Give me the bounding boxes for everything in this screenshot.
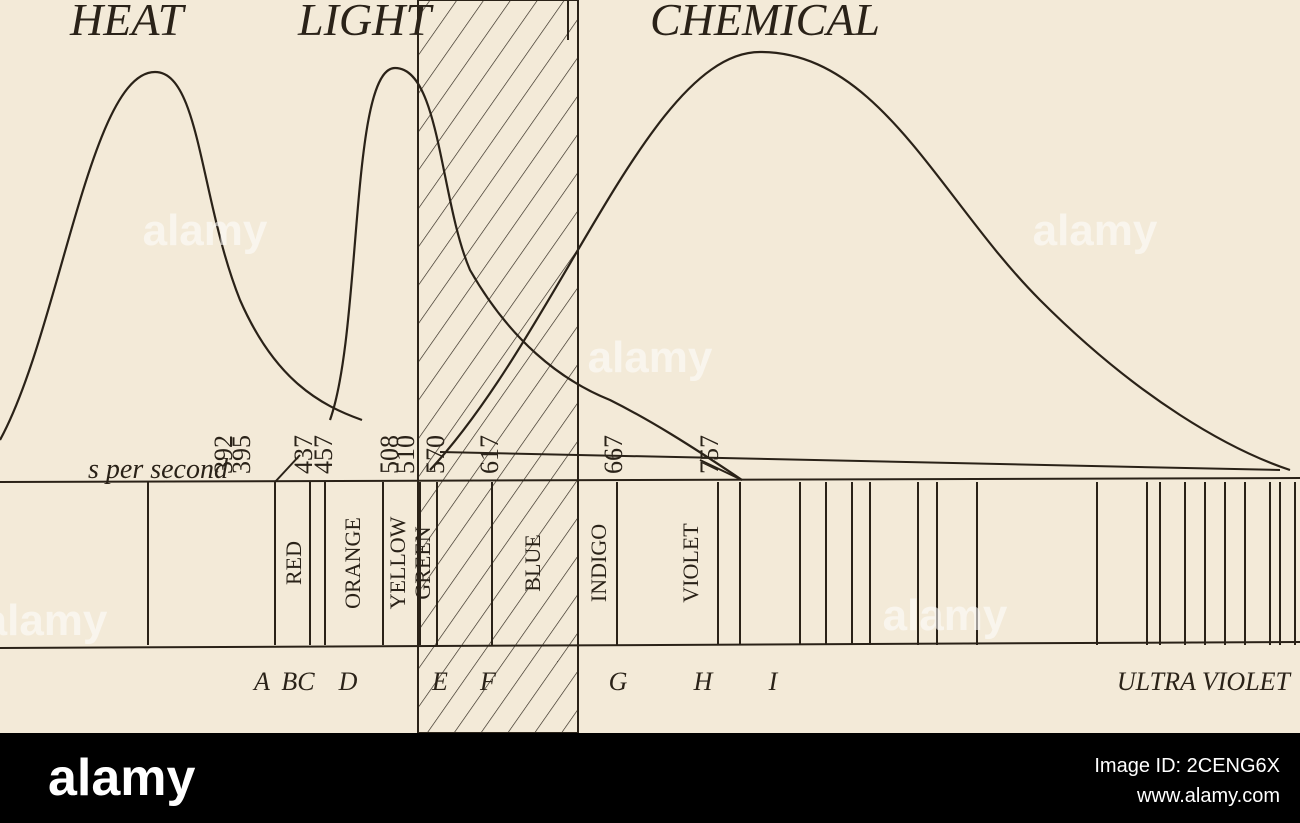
line-letter: BC <box>281 667 315 696</box>
frequency-label: 437 <box>289 435 318 474</box>
line-letter: E <box>431 667 448 696</box>
footer-url: www.alamy.com <box>1136 785 1280 807</box>
band-label: BLUE <box>520 534 545 591</box>
frequency-label: 667 <box>599 435 628 474</box>
guide-line <box>439 451 1281 471</box>
frequency-label: 570 <box>421 435 450 474</box>
heat-title: HEAT <box>69 0 187 45</box>
ultraviolet-label: ULTRA VIOLET <box>1117 667 1292 696</box>
line-letter: D <box>338 667 358 696</box>
band-label: GREEN <box>410 526 435 599</box>
frequency-label: 457 <box>309 435 338 474</box>
frequency-label: 757 <box>695 435 724 474</box>
pointer <box>274 454 301 483</box>
frequency-label: 395 <box>227 435 256 474</box>
axis-label: s per second <box>88 454 229 485</box>
band-label: VIOLET <box>678 523 703 603</box>
chemical-title: CHEMICAL <box>650 0 880 45</box>
band-label: RED <box>281 541 306 585</box>
frequency-label: 392 <box>209 435 238 474</box>
strip-bottom <box>0 641 1300 649</box>
frequency-label: 508 <box>375 435 404 474</box>
watermark: alamy <box>883 591 1008 640</box>
watermark: alamy <box>1033 206 1158 255</box>
line-letter: I <box>768 667 779 696</box>
image-id: Image ID: 2CENG6X <box>1094 755 1280 777</box>
watermark: alamy <box>143 206 268 255</box>
line-letter: G <box>609 667 628 696</box>
line-letter: A <box>252 667 270 696</box>
light-curve <box>328 66 743 481</box>
heat-curve <box>0 70 363 441</box>
frequency-label: 617 <box>475 435 504 474</box>
light-title: LIGHT <box>297 0 434 45</box>
band-label: ORANGE <box>340 517 365 609</box>
watermark: alamy <box>588 333 713 382</box>
footer-bar <box>0 733 1300 823</box>
chemical-curve <box>429 50 1291 472</box>
frequency-label: 510 <box>391 435 420 474</box>
footer-logo: alamy <box>48 749 196 807</box>
band-label: YELLOW <box>385 516 410 609</box>
hatched-band <box>417 0 579 734</box>
strip-top <box>0 477 1300 483</box>
line-letter: F <box>479 667 497 696</box>
watermark: alamy <box>0 596 108 645</box>
line-letter: H <box>693 667 714 696</box>
paper <box>0 0 1300 733</box>
pointer <box>699 459 743 481</box>
band-label: INDIGO <box>586 524 611 602</box>
